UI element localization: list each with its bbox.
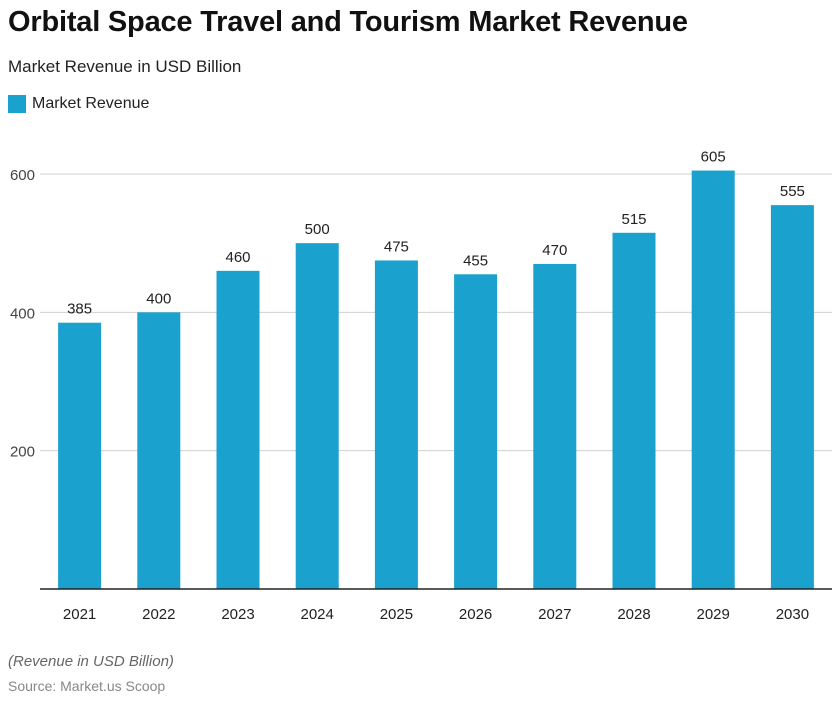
x-tick-label: 2029 — [697, 606, 730, 623]
bar — [216, 270, 260, 589]
bar — [137, 312, 181, 589]
data-label: 460 — [225, 249, 250, 266]
chart-source: Source: Market.us Scoop — [8, 678, 166, 694]
data-label: 400 — [146, 290, 171, 307]
data-label: 385 — [67, 301, 92, 318]
y-tick-label: 200 — [10, 444, 35, 461]
chart-title: Orbital Space Travel and Tourism Market … — [8, 6, 688, 38]
bar — [454, 274, 498, 589]
data-label: 500 — [305, 221, 330, 238]
data-label: 455 — [463, 252, 488, 269]
x-tick-label: 2026 — [459, 606, 492, 623]
data-label: 515 — [621, 211, 646, 228]
legend-swatch — [8, 95, 26, 113]
x-tick-label: 2022 — [142, 606, 175, 623]
y-tick-label: 400 — [10, 305, 35, 322]
bar — [770, 205, 814, 589]
bar — [691, 170, 735, 589]
legend: Market Revenue — [8, 95, 149, 113]
bar — [58, 322, 102, 589]
x-tick-label: 2030 — [776, 606, 809, 623]
chart-subtitle: Market Revenue in USD Billion — [8, 57, 242, 76]
bar — [533, 263, 577, 589]
x-tick-label: 2023 — [221, 606, 254, 623]
data-label: 475 — [384, 238, 409, 255]
chart-note: (Revenue in USD Billion) — [8, 653, 174, 670]
x-tick-label: 2027 — [538, 606, 571, 623]
data-label: 470 — [542, 242, 567, 259]
data-label: 605 — [701, 149, 726, 166]
bar — [295, 243, 339, 589]
x-tick-label: 2024 — [301, 606, 334, 623]
y-tick-label: 600 — [10, 167, 35, 184]
x-tick-label: 2025 — [380, 606, 413, 623]
x-tick-label: 2028 — [617, 606, 650, 623]
legend-label: Market Revenue — [32, 95, 150, 112]
bar-chart: 200 400 600 385 2021 400 2022 460 2023 500 2024 475… — [10, 149, 832, 623]
bar — [612, 232, 656, 589]
x-tick-label: 2021 — [63, 606, 96, 623]
data-label: 555 — [780, 183, 805, 200]
bar — [374, 260, 418, 589]
